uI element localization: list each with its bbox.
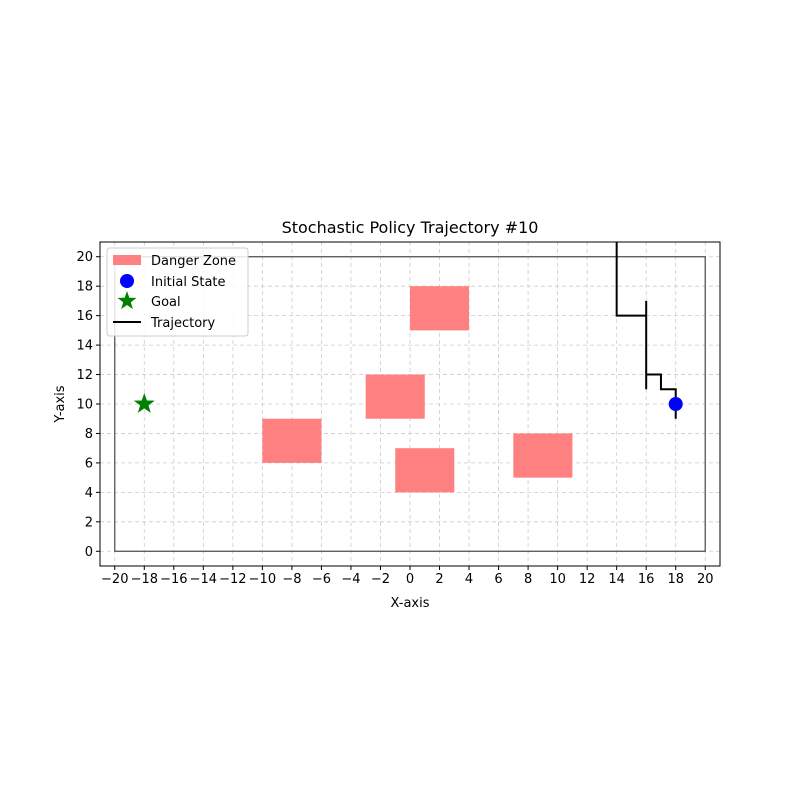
y-tick-label: 14 — [76, 339, 93, 354]
x-tick-label: −20 — [101, 572, 128, 587]
environment-boundary — [114, 256, 706, 552]
chart-title: Stochastic Policy Trajectory #10 — [282, 218, 539, 237]
x-tick-label: 0 — [406, 572, 414, 587]
axis-ticks: −20 −18 −16 −14 −12 −10 −8 −6 −4 −2 0 2 4 6 8 10 12 14 16 1… — [76, 250, 713, 587]
legend-goal-star-icon — [117, 291, 137, 310]
x-tick-label: −2 — [371, 572, 390, 587]
y-tick-label: 4 — [85, 486, 93, 501]
initial-state-marker — [668, 397, 683, 411]
x-tick-label: −18 — [131, 572, 158, 587]
boundary-rect — [114, 256, 706, 552]
y-tick-label: 2 — [85, 515, 93, 530]
danger-zone-rect — [395, 448, 455, 493]
legend-goal-label: Goal — [151, 295, 181, 310]
x-tick-label: 4 — [465, 572, 473, 587]
x-tick-label: 18 — [667, 572, 684, 587]
x-tick-label: −8 — [282, 572, 301, 587]
y-tick-label: 20 — [76, 250, 93, 265]
y-tick-label: 6 — [85, 456, 93, 471]
legend-trajectory-label: Trajectory — [150, 316, 215, 331]
x-tick-label: 2 — [435, 572, 443, 587]
y-tick-label: 18 — [76, 280, 93, 295]
danger-zone-rect — [513, 433, 573, 478]
x-tick-label: 12 — [579, 572, 596, 587]
y-tick-label: 12 — [76, 368, 93, 383]
y-tick-label: 10 — [76, 398, 93, 413]
danger-zone-rect — [365, 374, 425, 419]
x-tick-label: −10 — [249, 572, 276, 587]
x-tick-label: −12 — [219, 572, 246, 587]
x-tick-label: 8 — [524, 572, 532, 587]
x-tick-label: −6 — [312, 572, 331, 587]
legend-initial-state-marker — [120, 274, 134, 288]
x-tick-label: 14 — [608, 572, 625, 587]
x-tick-label: 20 — [697, 572, 714, 587]
legend-box — [106, 247, 249, 337]
x-tick-label: 16 — [638, 572, 655, 587]
plot-marks — [133, 242, 683, 419]
goal-star-icon — [133, 393, 155, 413]
x-axis-label: X-axis — [391, 596, 430, 611]
y-tick-label: 8 — [85, 427, 93, 442]
x-tick-label: −4 — [341, 572, 360, 587]
x-tick-label: 10 — [549, 572, 566, 587]
legend-danger-zone-label: Danger Zone — [151, 254, 236, 269]
y-tick-label: 16 — [76, 309, 93, 324]
legend-danger-zone-swatch — [113, 255, 141, 265]
legend-initial-state-label: Initial State — [151, 275, 226, 290]
danger-zone-rect — [410, 286, 470, 331]
danger-zone-rect — [262, 418, 322, 463]
y-tick-label: 0 — [85, 545, 93, 560]
y-axis-label: Y-axis — [53, 385, 68, 423]
x-tick-label: −16 — [160, 572, 187, 587]
x-tick-label: −14 — [190, 572, 217, 587]
danger-zones — [262, 286, 573, 493]
legend: Danger Zone Initial State Goal Trajector… — [106, 247, 249, 337]
x-tick-label: 6 — [494, 572, 502, 587]
